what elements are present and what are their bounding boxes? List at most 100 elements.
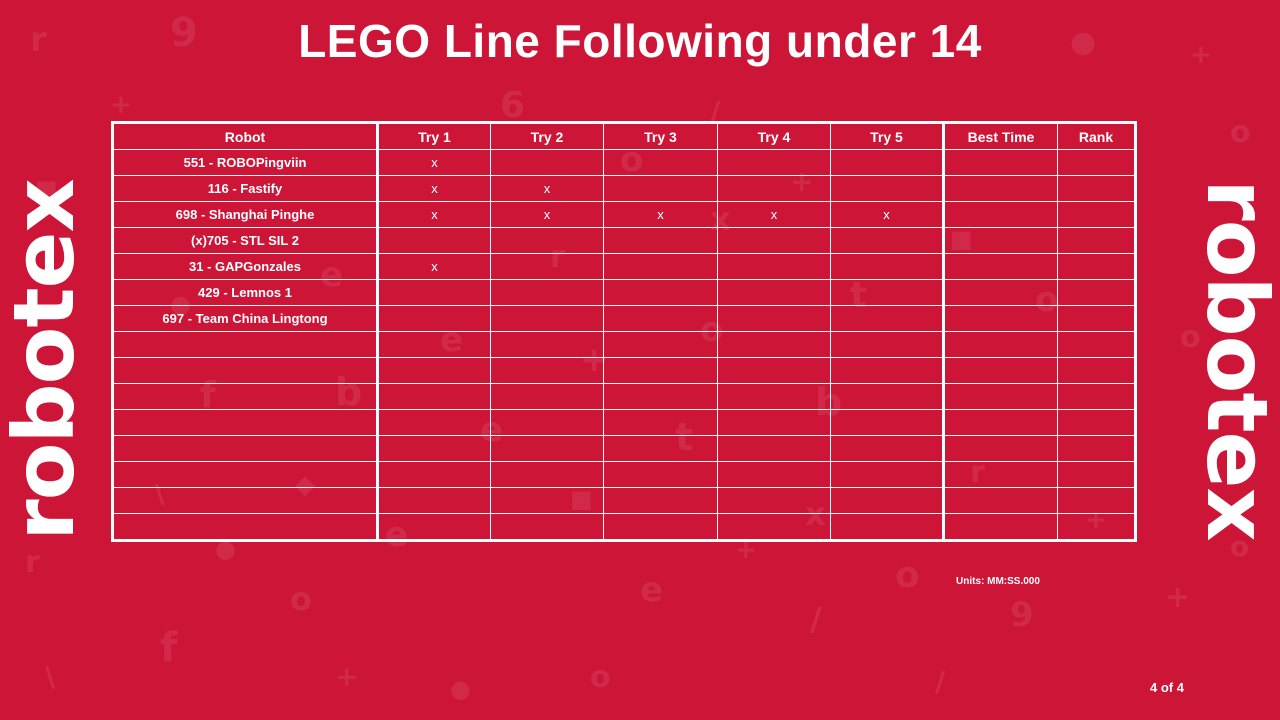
cell-try-3 <box>603 487 718 514</box>
cell-try-1 <box>377 383 491 410</box>
cell-try-4 <box>717 383 831 410</box>
cell-try-1: x <box>377 149 491 176</box>
cell-rank <box>1057 201 1136 228</box>
cell-rank <box>1057 357 1136 384</box>
cell-try-3 <box>603 227 718 254</box>
cell-robot: 429 - Lemnos 1 <box>112 279 379 306</box>
cell-try-3 <box>603 409 718 436</box>
cell-rank <box>1057 461 1136 488</box>
table-row <box>112 487 1136 514</box>
cell-best-time <box>943 227 1058 254</box>
cell-try-4 <box>717 305 831 332</box>
cell-robot <box>112 383 379 410</box>
cell-try-3 <box>603 175 718 202</box>
cell-try-5 <box>830 383 945 410</box>
cell-try-2 <box>490 149 604 176</box>
table-header-row: Robot Try 1 Try 2 Try 3 Try 4 Try 5 Best… <box>112 122 1136 150</box>
cell-try-5 <box>830 253 945 280</box>
cell-try-2 <box>490 513 604 541</box>
cell-try-3 <box>603 279 718 306</box>
header-rank: Rank <box>1057 122 1136 150</box>
cell-try-5 <box>830 409 945 436</box>
cell-best-time <box>943 383 1058 410</box>
cell-rank <box>1057 331 1136 358</box>
cell-try-2: x <box>490 175 604 202</box>
cell-try-2 <box>490 409 604 436</box>
robotex-logo-right: robotex <box>1188 179 1280 541</box>
cell-try-5 <box>830 331 945 358</box>
cell-try-1 <box>377 435 491 462</box>
cell-try-4 <box>717 279 831 306</box>
cell-try-2 <box>490 435 604 462</box>
cell-robot <box>112 331 379 358</box>
cell-try-1 <box>377 357 491 384</box>
cell-best-time <box>943 435 1058 462</box>
cell-try-5 <box>830 149 945 176</box>
cell-rank <box>1057 305 1136 332</box>
cell-try-4 <box>717 461 831 488</box>
cell-try-1 <box>377 513 491 541</box>
cell-best-time <box>943 279 1058 306</box>
header-try-2: Try 2 <box>490 122 604 150</box>
page-indicator: 4 of 4 <box>1150 680 1184 695</box>
cell-try-3 <box>603 357 718 384</box>
header-try-4: Try 4 <box>717 122 831 150</box>
cell-best-time <box>943 357 1058 384</box>
cell-try-3 <box>603 149 718 176</box>
table-row <box>112 461 1136 488</box>
cell-try-5 <box>830 487 945 514</box>
units-note: Units: MM:SS.000 <box>956 576 1040 587</box>
cell-try-3 <box>603 383 718 410</box>
cell-rank <box>1057 487 1136 514</box>
cell-best-time <box>943 253 1058 280</box>
cell-try-1 <box>377 487 491 514</box>
cell-robot <box>112 513 379 541</box>
cell-try-3 <box>603 435 718 462</box>
table-row: 698 - Shanghai Pinghe x x x x x <box>112 201 1136 228</box>
cell-rank <box>1057 149 1136 176</box>
cell-try-3 <box>603 461 718 488</box>
cell-try-2 <box>490 383 604 410</box>
cell-try-1 <box>377 331 491 358</box>
cell-rank <box>1057 175 1136 202</box>
cell-rank <box>1057 253 1136 280</box>
header-robot: Robot <box>112 122 379 150</box>
table-row: 697 - Team China Lingtong <box>112 305 1136 332</box>
table-row: 551 - ROBOPingviin x <box>112 149 1136 176</box>
cell-try-4 <box>717 331 831 358</box>
header-try-5: Try 5 <box>830 122 945 150</box>
cell-try-5 <box>830 279 945 306</box>
cell-try-5 <box>830 435 945 462</box>
table-row <box>112 409 1136 436</box>
header-best-time: Best Time <box>943 122 1058 150</box>
cell-try-1 <box>377 227 491 254</box>
cell-robot <box>112 461 379 488</box>
cell-robot: 116 - Fastify <box>112 175 379 202</box>
table-row: 429 - Lemnos 1 <box>112 279 1136 306</box>
cell-best-time <box>943 201 1058 228</box>
cell-robot: 697 - Team China Lingtong <box>112 305 379 332</box>
cell-rank <box>1057 279 1136 306</box>
cell-try-4 <box>717 253 831 280</box>
cell-rank <box>1057 435 1136 462</box>
cell-try-4 <box>717 227 831 254</box>
results-table: Robot Try 1 Try 2 Try 3 Try 4 Try 5 Best… <box>111 121 1137 542</box>
cell-robot: 551 - ROBOPingviin <box>112 149 379 176</box>
cell-rank <box>1057 383 1136 410</box>
cell-robot: 698 - Shanghai Pinghe <box>112 201 379 228</box>
cell-try-1: x <box>377 175 491 202</box>
cell-try-3 <box>603 305 718 332</box>
header-try-1: Try 1 <box>377 122 491 150</box>
page-title: LEGO Line Following under 14 <box>298 15 982 67</box>
cell-try-5 <box>830 357 945 384</box>
cell-try-3 <box>603 331 718 358</box>
cell-best-time <box>943 305 1058 332</box>
cell-try-4: x <box>717 201 831 228</box>
table-row <box>112 513 1136 541</box>
table-row <box>112 331 1136 358</box>
cell-best-time <box>943 409 1058 436</box>
cell-best-time <box>943 513 1058 541</box>
cell-best-time <box>943 461 1058 488</box>
cell-try-4 <box>717 409 831 436</box>
cell-try-2 <box>490 331 604 358</box>
